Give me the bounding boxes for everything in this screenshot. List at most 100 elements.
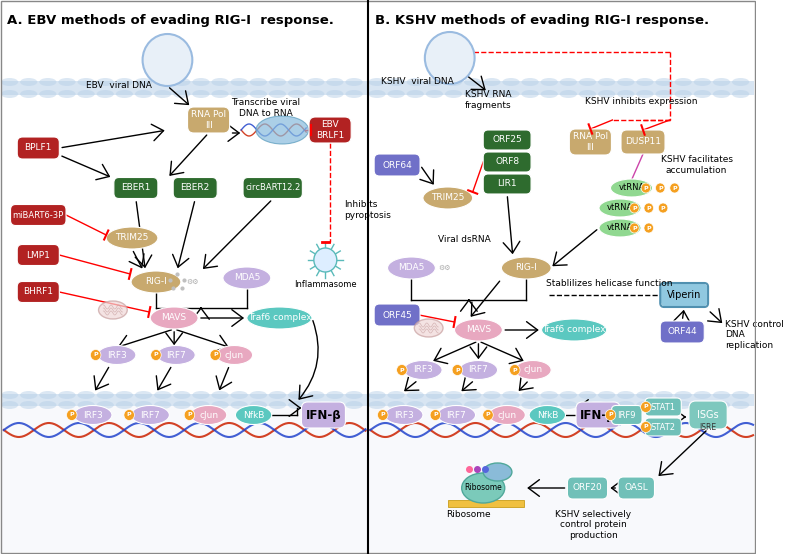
Text: IFN-β: IFN-β [306, 408, 341, 422]
Ellipse shape [1, 78, 18, 86]
Text: KSHV  viral DNA: KSHV viral DNA [381, 78, 453, 86]
Ellipse shape [560, 90, 577, 98]
Text: STAT1: STAT1 [651, 403, 675, 412]
Text: NfkB: NfkB [243, 411, 265, 419]
Ellipse shape [515, 361, 551, 379]
Text: STAT2: STAT2 [651, 423, 675, 432]
Ellipse shape [192, 401, 209, 409]
Text: Ribosome: Ribosome [465, 483, 502, 491]
Ellipse shape [675, 78, 692, 86]
Ellipse shape [542, 319, 607, 341]
Ellipse shape [636, 401, 653, 409]
Ellipse shape [560, 391, 577, 399]
Ellipse shape [307, 401, 325, 409]
Ellipse shape [483, 401, 500, 409]
Text: BHRF1: BHRF1 [23, 288, 53, 296]
Text: Inhibits
pyroptosis: Inhibits pyroptosis [344, 201, 391, 220]
FancyBboxPatch shape [17, 244, 59, 265]
Ellipse shape [250, 90, 267, 98]
Ellipse shape [368, 401, 386, 409]
Text: ORF25: ORF25 [492, 136, 522, 145]
Text: DUSP11: DUSP11 [625, 137, 661, 146]
Ellipse shape [732, 391, 749, 399]
Text: Viral dsRNA: Viral dsRNA [438, 235, 491, 244]
Text: vtRNA: vtRNA [607, 203, 633, 213]
Ellipse shape [426, 391, 443, 399]
Circle shape [90, 350, 101, 361]
FancyBboxPatch shape [660, 283, 708, 307]
Text: P: P [154, 352, 158, 357]
Text: MDA5: MDA5 [234, 274, 260, 283]
Ellipse shape [483, 391, 500, 399]
Text: cJun: cJun [498, 411, 517, 419]
Text: P: P [646, 225, 651, 230]
Ellipse shape [212, 391, 228, 399]
Text: EBV  viral DNA: EBV viral DNA [86, 80, 152, 90]
Text: P: P [632, 206, 637, 211]
Bar [2, 406, 367, 552]
Ellipse shape [99, 301, 127, 319]
Ellipse shape [77, 78, 95, 86]
Ellipse shape [223, 267, 271, 289]
Text: P: P [486, 413, 491, 418]
Circle shape [644, 223, 653, 233]
FancyBboxPatch shape [576, 402, 620, 428]
Text: KSHV control
DNA
replication: KSHV control DNA replication [725, 320, 784, 350]
Ellipse shape [150, 307, 198, 329]
Text: P: P [644, 186, 649, 191]
FancyBboxPatch shape [187, 107, 230, 133]
Ellipse shape [135, 90, 152, 98]
Ellipse shape [404, 361, 442, 379]
Circle shape [630, 223, 639, 233]
Text: ⚙⚙: ⚙⚙ [438, 265, 451, 271]
Ellipse shape [560, 401, 577, 409]
FancyBboxPatch shape [17, 281, 59, 302]
FancyBboxPatch shape [374, 304, 420, 326]
Text: miBART6-3P: miBART6-3P [13, 211, 64, 219]
Text: cJun: cJun [225, 351, 244, 360]
Ellipse shape [77, 401, 95, 409]
Text: IRF3: IRF3 [107, 351, 126, 360]
Ellipse shape [445, 401, 462, 409]
Ellipse shape [521, 391, 539, 399]
Ellipse shape [454, 319, 502, 341]
Ellipse shape [579, 391, 596, 399]
FancyBboxPatch shape [483, 130, 531, 150]
Text: IRF3: IRF3 [394, 411, 414, 419]
Ellipse shape [58, 391, 76, 399]
Text: OASL: OASL [624, 484, 648, 493]
Ellipse shape [157, 346, 195, 365]
Text: BPLF1: BPLF1 [24, 143, 52, 152]
Ellipse shape [732, 90, 749, 98]
Circle shape [656, 183, 665, 193]
Text: ORF44: ORF44 [668, 327, 697, 336]
FancyBboxPatch shape [618, 477, 654, 499]
Ellipse shape [20, 391, 37, 399]
Ellipse shape [694, 90, 711, 98]
FancyBboxPatch shape [621, 130, 665, 154]
Text: A. EBV methods of evading RIG-I  response.: A. EBV methods of evading RIG-I response… [6, 14, 333, 27]
Ellipse shape [483, 463, 512, 481]
Ellipse shape [307, 78, 325, 86]
Text: P: P [644, 424, 649, 429]
Circle shape [510, 365, 520, 376]
Ellipse shape [388, 401, 404, 409]
Ellipse shape [269, 90, 286, 98]
Circle shape [641, 183, 651, 193]
Text: P: P [608, 413, 613, 418]
Ellipse shape [326, 78, 344, 86]
Ellipse shape [560, 78, 577, 86]
Circle shape [430, 409, 441, 420]
Ellipse shape [656, 78, 672, 86]
Text: P: P [632, 225, 637, 230]
Text: TRIM25: TRIM25 [431, 193, 465, 203]
Ellipse shape [461, 473, 505, 503]
Ellipse shape [502, 257, 551, 279]
Text: P: P [93, 352, 98, 357]
Text: KSHV selectively
control protein
production: KSHV selectively control protein product… [555, 510, 631, 540]
Text: P: P [646, 206, 651, 211]
Ellipse shape [540, 401, 558, 409]
Circle shape [658, 203, 668, 213]
Ellipse shape [58, 401, 76, 409]
Ellipse shape [231, 401, 248, 409]
